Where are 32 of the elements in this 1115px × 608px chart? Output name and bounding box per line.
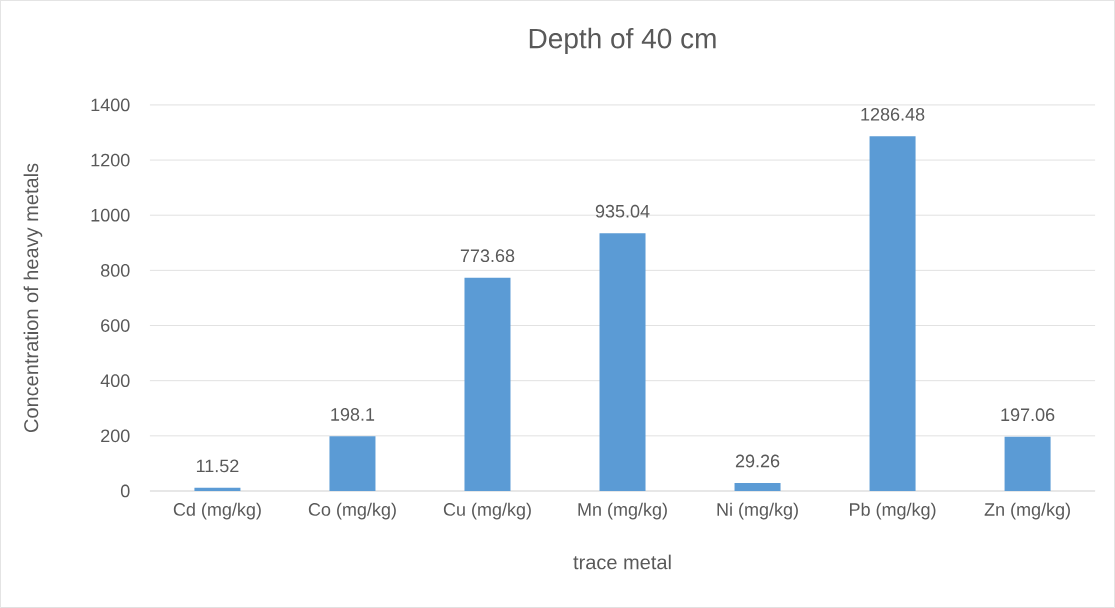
bar	[1004, 436, 1051, 492]
bar	[869, 136, 916, 492]
bar	[734, 482, 781, 492]
data-label: 29.26	[735, 454, 780, 468]
data-label: 773.68	[460, 249, 515, 263]
data-label: 1286.48	[861, 107, 925, 121]
bar	[599, 233, 646, 492]
y-tick-label: 600	[101, 319, 130, 332]
y-tick-label: 800	[101, 264, 130, 277]
y-tick-label: 1400	[91, 98, 130, 112]
y-tick-label: 1000	[91, 208, 130, 222]
y-tick-label: 0	[120, 484, 130, 498]
bar	[194, 487, 241, 492]
y-axis-title: Concentration of heavy metals	[23, 163, 43, 433]
bar	[329, 436, 376, 492]
x-tick-label: Mn (mg/kg)	[578, 502, 667, 520]
y-tick-label: 200	[101, 429, 130, 443]
data-label: 935.04	[595, 204, 650, 218]
x-tick-label: Cd (mg/kg)	[173, 502, 261, 520]
data-label: 197.06	[1001, 408, 1055, 422]
y-tick-label: 1200	[91, 153, 130, 167]
x-tick-label: Zn (mg/kg)	[984, 502, 1070, 520]
x-axis-title: trace metal	[573, 554, 671, 570]
bar	[464, 277, 511, 492]
chart-title: Depth of 40 cm	[529, 27, 716, 54]
x-tick-label: Ni (mg/kg)	[717, 502, 798, 520]
x-tick-label: Cu (mg/kg)	[443, 502, 531, 520]
x-tick-label: Co (mg/kg)	[308, 502, 396, 520]
y-tick-label: 400	[100, 374, 130, 388]
data-label: 198.1	[331, 408, 375, 421]
data-label: 11.52	[196, 459, 239, 473]
x-tick-label: Pb (mg/kg)	[850, 502, 936, 520]
